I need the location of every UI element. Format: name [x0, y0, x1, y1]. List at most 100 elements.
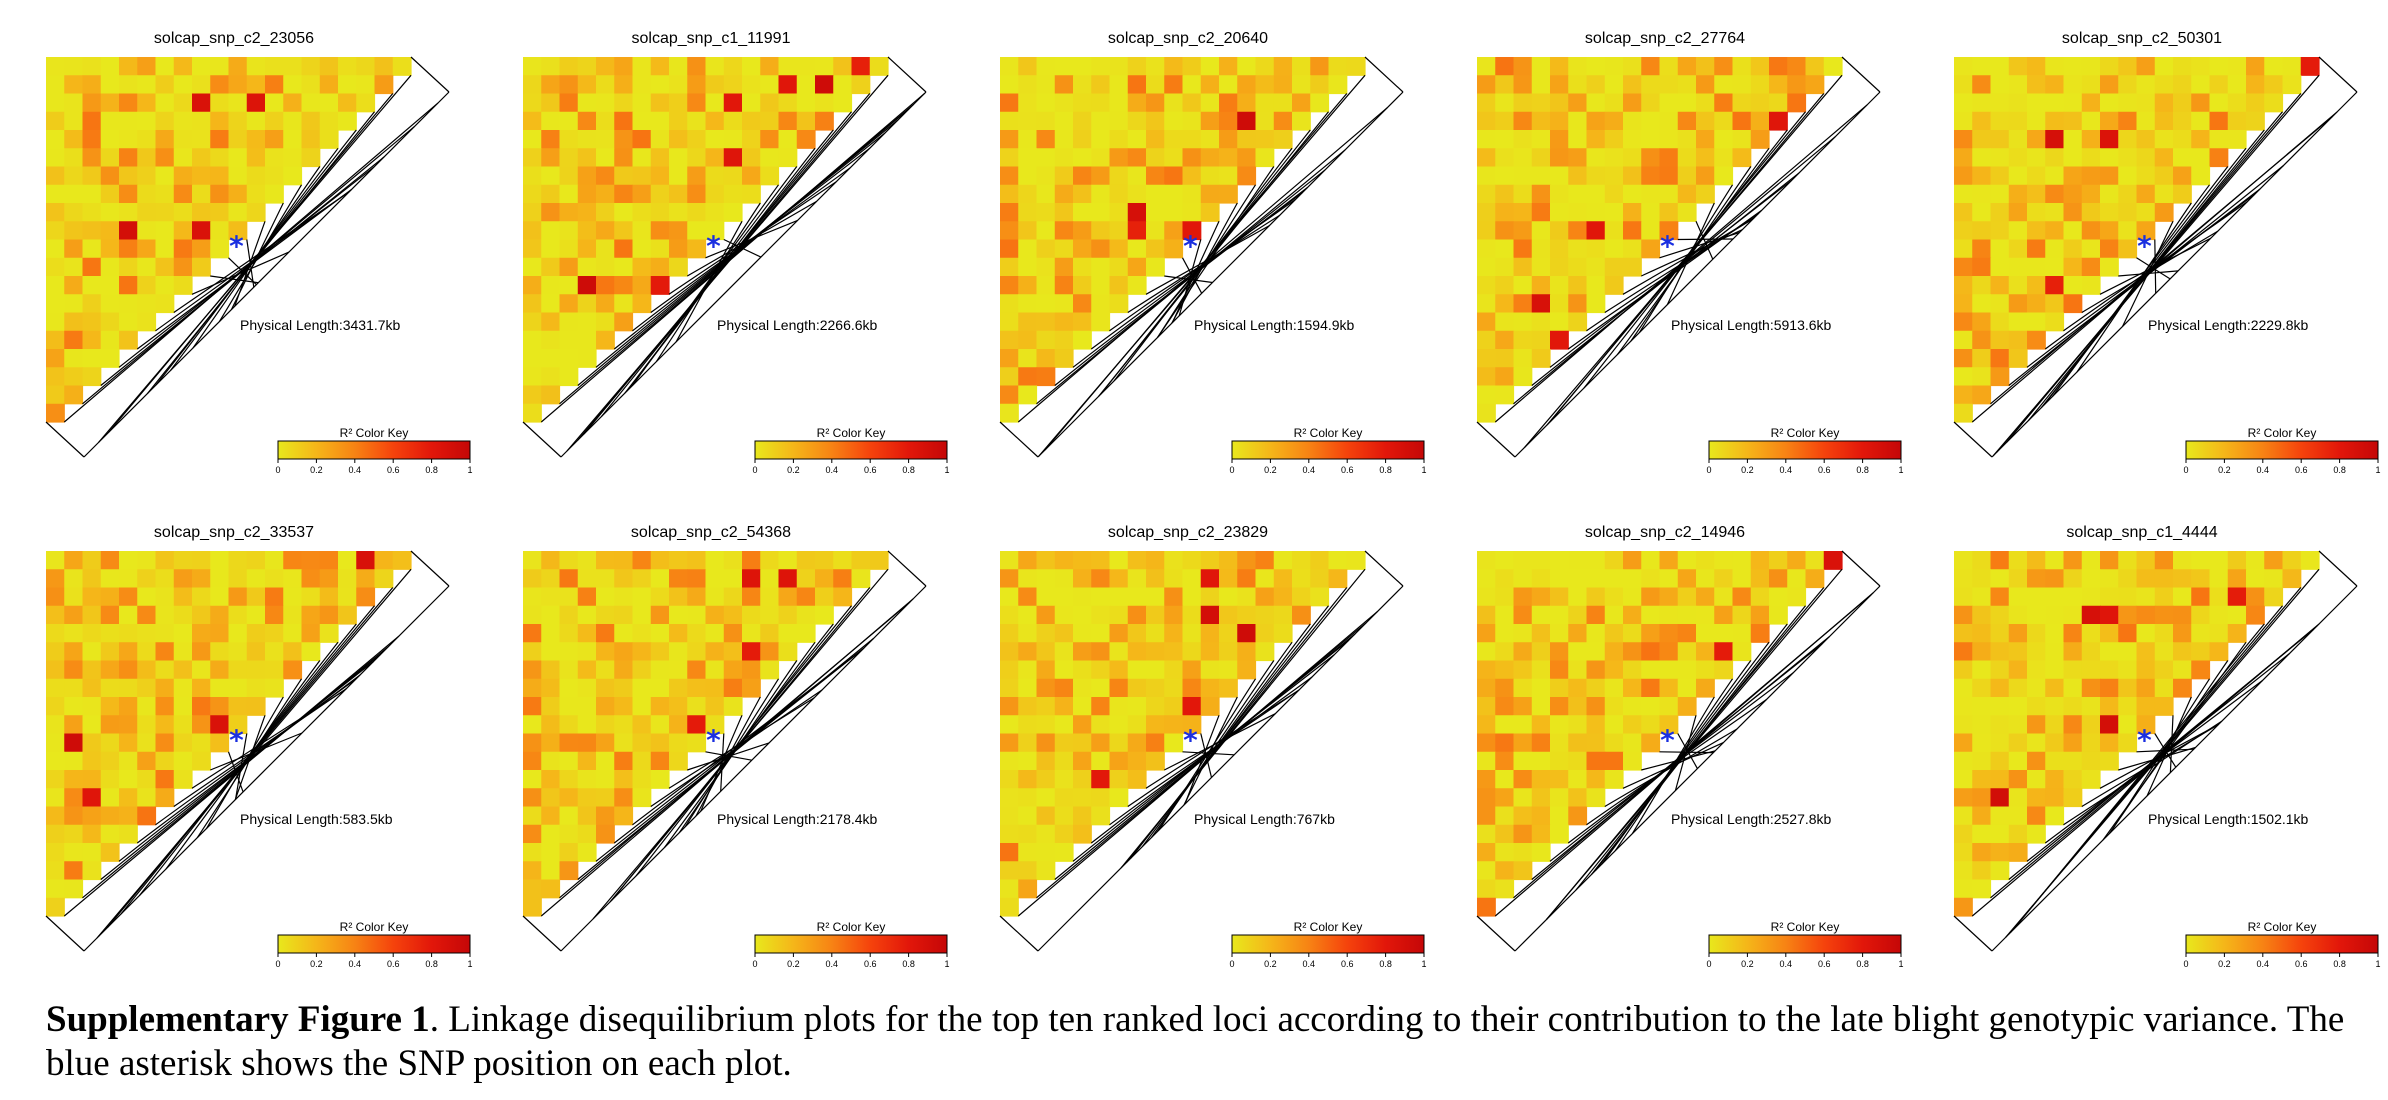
ld-cell: [1531, 587, 1551, 607]
ld-cell: [1018, 111, 1038, 131]
ld-cell: [1586, 660, 1606, 680]
ld-cell: [2008, 349, 2028, 368]
ld-cell: [2027, 221, 2046, 241]
ld-cell: [650, 642, 670, 662]
ld-cell: [2008, 715, 2028, 735]
ld-cell: [119, 257, 138, 277]
ld-cell: [119, 678, 138, 698]
ld-cell: [1054, 569, 1074, 589]
ld-cell: [2081, 148, 2101, 168]
ld-cell: [742, 57, 761, 76]
ld-cell: [541, 642, 561, 662]
ld-cell: [1237, 605, 1257, 625]
ld-cell: [2136, 642, 2156, 662]
color-key-tick-label: 0.6: [2295, 959, 2308, 969]
ld-cell: [210, 642, 230, 662]
ld-cell: [669, 239, 688, 259]
map-edge: [1476, 421, 1516, 458]
ld-cell: [541, 806, 561, 826]
ld-cell: [723, 130, 743, 149]
ld-cell: [1954, 770, 1973, 789]
ld-cell: [1550, 660, 1569, 680]
ld-cell: [319, 75, 339, 95]
ld-cell: [1659, 551, 1679, 570]
ld-cell: [82, 587, 102, 607]
ld-cell: [1696, 605, 1715, 625]
ld-cell: [687, 75, 707, 95]
ld-cell: [1677, 678, 1697, 698]
ld-cell: [1237, 111, 1257, 131]
ld-cell: [614, 642, 634, 662]
ld-cell: [723, 605, 743, 625]
ld-cell: [669, 111, 688, 131]
ld-cell: [173, 551, 193, 570]
ld-cell: [1972, 843, 1992, 862]
map-edge: [410, 550, 450, 587]
ld-cell: [2008, 148, 2028, 168]
ld-cell: [742, 130, 761, 149]
ld-cell: [650, 715, 670, 735]
ld-cell: [1182, 678, 1202, 698]
ld-cell: [1714, 148, 1734, 168]
ld-cell: [577, 843, 597, 862]
ld-cell: [1954, 879, 1973, 899]
ld-cell: [2008, 788, 2028, 808]
ld-cell: [1146, 678, 1165, 698]
ld-cell: [1586, 203, 1606, 222]
ld-cell: [2227, 605, 2247, 625]
snp-map-line: [1120, 568, 1366, 869]
ld-panel: solcap_snp_c1_4444*Physical Length:1502.…: [1953, 524, 2381, 969]
ld-cell: [2081, 257, 2101, 277]
ld-cell: [246, 75, 266, 95]
ld-cell: [523, 75, 542, 95]
ld-cell: [650, 184, 670, 204]
snp-map-lines: [1953, 56, 2358, 458]
ld-cell: [1255, 130, 1275, 149]
color-key-tick-label: 0.6: [864, 465, 877, 475]
ld-cell: [1677, 203, 1697, 222]
ld-cell: [1000, 75, 1019, 95]
ld-cell: [1954, 569, 1973, 589]
ld-cell: [1182, 697, 1202, 716]
ld-cell: [173, 715, 193, 735]
ld-cell: [1146, 551, 1165, 570]
ld-cell: [119, 605, 138, 625]
ld-cell: [2191, 130, 2211, 149]
ld-cell: [1219, 57, 1238, 76]
ld-cell: [1109, 257, 1129, 277]
ld-cell: [2154, 605, 2174, 625]
ld-cell: [669, 733, 688, 753]
ld-cell: [669, 569, 688, 589]
ld-cell: [2027, 203, 2046, 222]
ld-cell: [541, 843, 561, 862]
ld-cell: [650, 569, 670, 589]
ld-cell: [119, 239, 138, 259]
ld-cell: [64, 111, 84, 131]
ld-cell: [1018, 239, 1038, 259]
ld-cell: [283, 551, 303, 570]
snp-map-line: [1098, 111, 1329, 397]
ld-cell: [815, 605, 834, 625]
ld-cell: [1531, 130, 1551, 149]
ld-cell: [1550, 130, 1569, 149]
ld-cell: [1531, 751, 1551, 771]
ld-cell: [1972, 111, 1992, 131]
ld-cell: [2191, 148, 2211, 168]
ld-cell: [1990, 276, 2010, 295]
ld-cell: [596, 203, 615, 222]
ld-cell: [1696, 642, 1715, 662]
ld-cell: [46, 294, 65, 314]
ld-cell: [742, 660, 761, 680]
ld-cell: [1659, 678, 1679, 698]
physical-length: Physical Length:583.5kb: [240, 811, 393, 827]
ld-cell: [46, 312, 65, 332]
ld-cell: [119, 166, 138, 186]
ld-cell: [1127, 605, 1147, 625]
ld-cell: [1623, 111, 1642, 131]
ld-cell: [2191, 111, 2211, 131]
ld-cell: [64, 130, 84, 149]
ld-cell: [265, 551, 284, 570]
ld-cell: [1641, 93, 1661, 113]
ld-cell: [192, 130, 211, 149]
ld-cell: [1714, 93, 1734, 113]
